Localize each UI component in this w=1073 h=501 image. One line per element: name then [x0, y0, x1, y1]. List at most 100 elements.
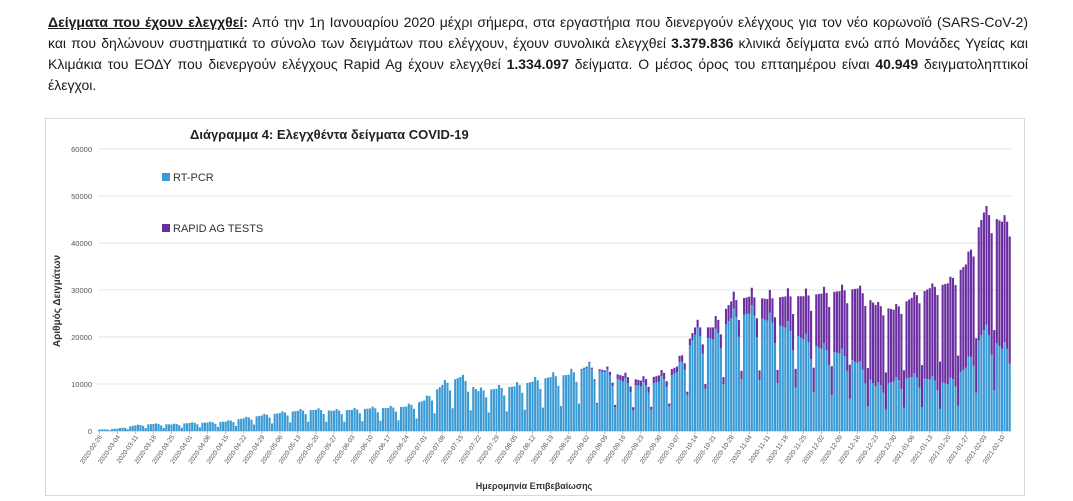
bar-rapid-ag: [750, 287, 753, 306]
bar-rtpcr: [797, 335, 800, 431]
bar-rtpcr: [418, 402, 421, 431]
bar-rtpcr: [340, 414, 343, 431]
bar-rtpcr: [926, 378, 929, 431]
bar-rtpcr: [260, 415, 263, 431]
legend-swatch-rapid: [162, 224, 170, 232]
bar-rtpcr: [371, 406, 374, 431]
bar-rtpcr: [980, 335, 983, 431]
bar-rapid-ag: [913, 292, 916, 373]
bar-rtpcr: [835, 352, 838, 431]
bar-rtpcr: [866, 406, 869, 431]
bar-rtpcr: [454, 379, 457, 431]
bar-rtpcr: [436, 389, 439, 431]
bar-rtpcr: [920, 407, 924, 431]
bar-rtpcr: [688, 345, 691, 431]
bar-rapid-ag: [931, 283, 934, 376]
bar-rtpcr: [278, 413, 281, 431]
bar-rapid-ag: [717, 319, 720, 334]
bar-rapid-ag: [722, 377, 725, 385]
bar-rapid-ag: [799, 296, 802, 338]
summary-text-1: Από την 1η Ιανουαρίου 2020 μέχρι σήμερα,…: [48, 14, 1028, 51]
bar-rtpcr: [596, 403, 599, 431]
bar-rapid-ag: [830, 366, 833, 396]
bar-rapid-ag: [833, 291, 836, 353]
bar-rtpcr: [722, 384, 725, 431]
bar-rtpcr: [544, 378, 547, 431]
bar-rtpcr: [1006, 348, 1009, 431]
bar-rtpcr: [283, 412, 287, 431]
bar-rtpcr: [585, 367, 588, 431]
bar-rtpcr: [977, 340, 980, 431]
bar-rapid-ag: [866, 367, 869, 407]
bar-rtpcr: [211, 422, 214, 431]
y-axis-ticks: 0 10000 20000 30000 40000 50000 60000: [71, 145, 92, 436]
bar-rtpcr: [913, 372, 916, 431]
bar-rapid-ag: [822, 286, 826, 343]
bar-rtpcr: [699, 335, 702, 431]
bar-rapid-ag: [951, 277, 955, 380]
bar-rapid-ag: [835, 291, 838, 353]
bar-rtpcr: [776, 383, 779, 431]
bar-rtpcr: [526, 382, 529, 431]
bar-rtpcr: [944, 383, 947, 431]
bar-rtpcr: [206, 422, 209, 431]
bar-rtpcr: [719, 348, 722, 431]
bar-rtpcr: [392, 407, 395, 431]
bar-rtpcr: [732, 308, 735, 431]
bar-rapid-ag: [601, 369, 604, 372]
bar-rapid-ag: [980, 219, 983, 336]
bar-rtpcr: [905, 378, 908, 431]
bar-rtpcr: [737, 336, 740, 431]
bar-rtpcr: [931, 375, 934, 431]
bar-rapid-ag: [603, 370, 606, 373]
bar-rtpcr: [828, 365, 831, 431]
bar-rtpcr: [665, 387, 668, 431]
legend-swatch-rtpcr: [162, 173, 170, 181]
bar-rapid-ag: [598, 369, 601, 371]
bar-rtpcr: [895, 376, 898, 431]
bar-rtpcr: [343, 421, 346, 431]
bar-rapid-ag: [663, 372, 666, 379]
bar-rtpcr: [570, 369, 573, 431]
bar-rapid-ag: [897, 306, 900, 381]
bar-rtpcr: [113, 428, 116, 431]
bar-rtpcr: [830, 395, 833, 431]
bar-rtpcr: [294, 411, 297, 431]
bar-rtpcr: [273, 413, 276, 431]
bar-rtpcr: [748, 313, 751, 431]
bar-rtpcr: [786, 321, 789, 431]
bar-rtpcr: [154, 423, 158, 431]
bar-rapid-ag: [928, 288, 931, 380]
bar-rtpcr: [580, 369, 583, 431]
bar-rtpcr: [222, 421, 225, 431]
bar-rtpcr: [232, 422, 235, 431]
y-tick-label: 60000: [71, 145, 92, 154]
bar-rtpcr: [575, 382, 578, 431]
legend-label-rapid: RAPID AG TESTS: [173, 223, 263, 235]
bar-rtpcr: [884, 409, 887, 431]
summary-paragraph: Δείγματα που έχουν ελεγχθεί: Από την 1η …: [48, 12, 1028, 96]
bar-rapid-ag: [593, 379, 596, 381]
tests-chart: Διάγραμμα 4: Ελεγχθέντα δείγματα COVID-1…: [52, 127, 1011, 491]
bar-rapid-ag: [771, 298, 774, 323]
bar-rtpcr: [335, 409, 338, 431]
bar-rtpcr: [843, 356, 846, 431]
bar-rtpcr: [430, 400, 434, 431]
bar-rapid-ag: [611, 382, 614, 387]
bar-rtpcr: [255, 416, 258, 431]
bar-rtpcr: [152, 423, 155, 431]
bar-rtpcr: [399, 406, 403, 431]
bar-rtpcr: [387, 407, 390, 431]
bar-rtpcr: [802, 339, 805, 431]
chart-title: Διάγραμμα 4: Ελεγχθέντα δείγματα COVID-1…: [190, 127, 469, 142]
bar-rapid-ag: [748, 296, 751, 314]
bar-rapid-ag: [920, 365, 924, 408]
bar-rtpcr: [923, 378, 926, 431]
bar-rtpcr: [281, 411, 284, 431]
bar-rtpcr: [771, 322, 774, 431]
bar-rtpcr: [472, 387, 475, 431]
bar-rapid-ag: [892, 309, 895, 382]
bar-rapid-ag: [645, 379, 648, 386]
bar-rtpcr: [216, 426, 219, 431]
bar-rtpcr: [645, 385, 648, 431]
